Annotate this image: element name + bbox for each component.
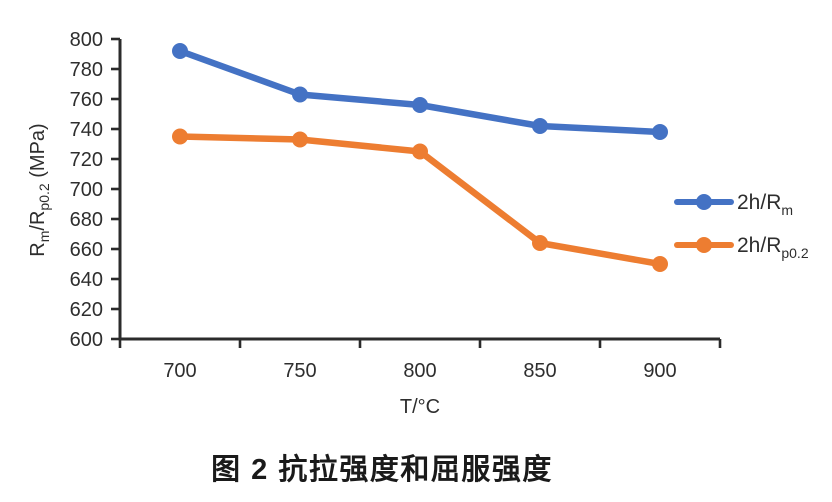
data-point [412, 143, 428, 160]
data-point [532, 235, 548, 251]
legend-swatch-marker [696, 237, 712, 253]
y-tick-label: 620 [70, 299, 103, 321]
y-tick-label: 780 [70, 59, 103, 81]
series-line-0 [176, 47, 664, 136]
y-tick-label: 800 [70, 29, 103, 51]
legend-item: 2h/Rm [674, 191, 793, 218]
legend-swatch-marker [696, 194, 712, 210]
y-tick-label: 640 [70, 269, 103, 291]
legend-label: 2h/Rp0.2 [737, 234, 809, 261]
y-tick-label: 600 [70, 329, 103, 351]
y-tick-label: 760 [70, 89, 103, 111]
x-tick-label: 800 [403, 360, 436, 382]
figure-caption: 图 2 抗拉强度和屈服强度 [211, 454, 553, 486]
legend-label: 2h/Rm [737, 191, 793, 218]
data-point [652, 124, 668, 140]
x-tick-label: 900 [643, 360, 676, 382]
y-tick-label: 740 [70, 119, 103, 141]
data-point [172, 128, 188, 145]
data-point [292, 131, 308, 148]
legend-item: 2h/Rp0.2 [674, 234, 809, 261]
x-tick-label: 750 [283, 360, 316, 382]
y-tick-label: 680 [70, 209, 103, 231]
data-point [652, 256, 668, 272]
y-axis-title: Rm/Rp0.2 (MPa) [27, 123, 52, 256]
y-tick-label: 700 [70, 179, 103, 201]
y-tick-label: 660 [70, 239, 103, 261]
data-point [412, 97, 428, 113]
data-point [172, 43, 188, 59]
x-axis-title: T/°C [400, 396, 440, 418]
x-tick-label: 850 [523, 360, 556, 382]
data-point [532, 118, 548, 134]
line-chart: 600 620 640 660 680 700 720 740 760 780 800 700 750 8… [27, 29, 809, 418]
x-tick-label: 700 [163, 360, 196, 382]
y-tick-label: 720 [70, 149, 103, 171]
data-point [292, 86, 308, 103]
